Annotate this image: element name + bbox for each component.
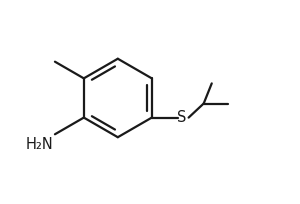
Text: H₂N: H₂N [26, 137, 53, 152]
Text: S: S [177, 110, 187, 125]
